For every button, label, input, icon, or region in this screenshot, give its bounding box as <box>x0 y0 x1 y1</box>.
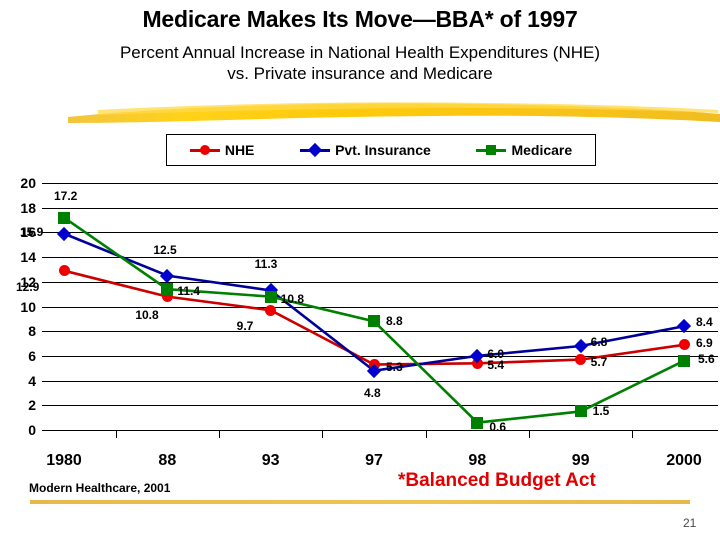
page-subtitle: Percent Annual Increase in National Heal… <box>40 42 680 84</box>
data-point-marker <box>574 405 587 418</box>
diamond-marker-icon <box>300 142 331 158</box>
data-point-label: 9.7 <box>236 319 254 334</box>
data-point-marker <box>678 339 690 351</box>
gridline <box>42 405 718 407</box>
gold-brush-stroke-decoration <box>68 102 720 123</box>
legend-label-medicare: Medicare <box>511 142 573 158</box>
gridline <box>42 257 718 259</box>
y-axis-tick-label: 10 <box>20 298 36 315</box>
y-axis-tick-label: 14 <box>20 249 36 266</box>
data-point-label: 8.4 <box>696 315 713 330</box>
gridline <box>42 331 718 333</box>
gridline <box>42 430 718 431</box>
gridline <box>42 281 718 283</box>
x-axis-label: 93 <box>261 452 280 469</box>
y-axis-tick-label: 4 <box>28 372 36 389</box>
x-axis-label: 88 <box>158 452 177 469</box>
page-number: 21 <box>683 516 697 530</box>
data-point-label: 4.8 <box>364 385 381 400</box>
data-point-label: 11.3 <box>254 257 278 272</box>
data-point-marker <box>471 416 484 429</box>
line-chart: 12.9 10.8 9.7 5.3 5.4 5.7 6.9 15.9 12.5 11.3 4.8 6.… <box>0 170 720 440</box>
x-axis-tick <box>529 430 530 438</box>
data-point-label: 11.4 <box>177 284 201 299</box>
subtitle-line-1: Percent Annual Increase in National Heal… <box>119 43 601 62</box>
data-point-marker <box>58 211 70 224</box>
legend-label-pvt-insurance: Pvt. Insurance <box>335 142 431 158</box>
data-point-label: 6.9 <box>696 335 713 350</box>
x-axis-tick <box>425 430 427 438</box>
data-point-label: 5.7 <box>590 354 608 369</box>
legend-item-nhe[interactable]: NHE <box>189 142 255 158</box>
data-point-label: 5.6 <box>698 351 715 366</box>
chart-legend: NHE Pvt. Insurance Medicare <box>166 134 596 166</box>
data-point-label: 17.2 <box>54 188 78 203</box>
data-point-marker <box>368 315 380 328</box>
square-marker-icon <box>476 143 507 157</box>
gridline <box>42 183 718 184</box>
legend-item-pvt-insurance[interactable]: Pvt. Insurance <box>300 142 431 158</box>
x-axis-tick <box>322 430 324 438</box>
gridline <box>42 207 718 209</box>
gridline <box>42 380 718 382</box>
data-point-marker <box>161 291 173 303</box>
y-axis-tick-label: 8 <box>28 323 36 340</box>
x-axis-tick <box>115 430 117 438</box>
data-point-label: 10.8 <box>280 291 305 306</box>
y-axis-tick-label: 18 <box>20 199 36 216</box>
data-point-label: 1.5 <box>592 404 610 419</box>
x-axis-label: 97 <box>365 452 383 469</box>
data-point-label: 5.3 <box>386 359 403 374</box>
footnote-balanced-budget-act: *Balanced Budget Act <box>398 470 596 491</box>
data-point-label: 5.4 <box>487 358 505 373</box>
data-point-marker <box>575 354 587 366</box>
plot-area: 12.9 10.8 9.7 5.3 5.4 5.7 6.9 15.9 12.5 11.3 4.8 6.… <box>16 183 718 438</box>
gridline <box>42 306 718 308</box>
y-axis-tick-label: 0 <box>28 422 36 438</box>
data-point-label: 12.9 <box>16 279 40 294</box>
source-citation: Modern Healthcare, 2001 <box>29 481 171 495</box>
data-point-label: 10.8 <box>135 307 159 322</box>
data-point-label: 6.8 <box>590 335 608 350</box>
x-axis-tick <box>632 430 634 438</box>
data-point-marker <box>265 304 277 316</box>
data-point-label: 12.5 <box>153 242 177 257</box>
data-point-marker <box>471 357 483 369</box>
x-axis-label: 99 <box>571 452 590 469</box>
y-axis-tick-label: 12 <box>20 273 36 290</box>
footer-rule-divider <box>30 500 690 504</box>
circle-marker-icon <box>189 143 220 157</box>
x-axis-label: 2000 <box>666 452 702 469</box>
y-axis-tick-label: 2 <box>28 397 36 414</box>
data-point-label: 8.8 <box>386 314 403 329</box>
gridline <box>42 232 718 234</box>
data-point-marker <box>678 354 690 367</box>
gridline <box>42 355 718 357</box>
y-axis-tick-label: 6 <box>28 347 36 364</box>
x-axis-tick <box>219 430 220 438</box>
data-point-label: 6.0 <box>487 346 505 361</box>
subtitle-line-2: vs. Private insurance and Medicare <box>227 64 493 83</box>
data-point-marker <box>161 283 174 296</box>
x-axis-label: 1980 <box>46 452 82 469</box>
data-point-marker <box>264 290 277 303</box>
data-point-marker <box>58 265 70 277</box>
legend-item-medicare[interactable]: Medicare <box>476 142 572 158</box>
data-point-label: 0.6 <box>489 419 507 434</box>
y-axis-tick-label: 20 <box>20 175 36 191</box>
x-axis-label: 98 <box>468 452 487 469</box>
page-title: Medicare Makes Its Move—BBA* of 1997 <box>142 6 578 32</box>
y-axis-tick-label: 16 <box>20 224 36 241</box>
legend-label-nhe: NHE <box>224 142 255 158</box>
data-point-label: 15.9 <box>20 224 44 239</box>
